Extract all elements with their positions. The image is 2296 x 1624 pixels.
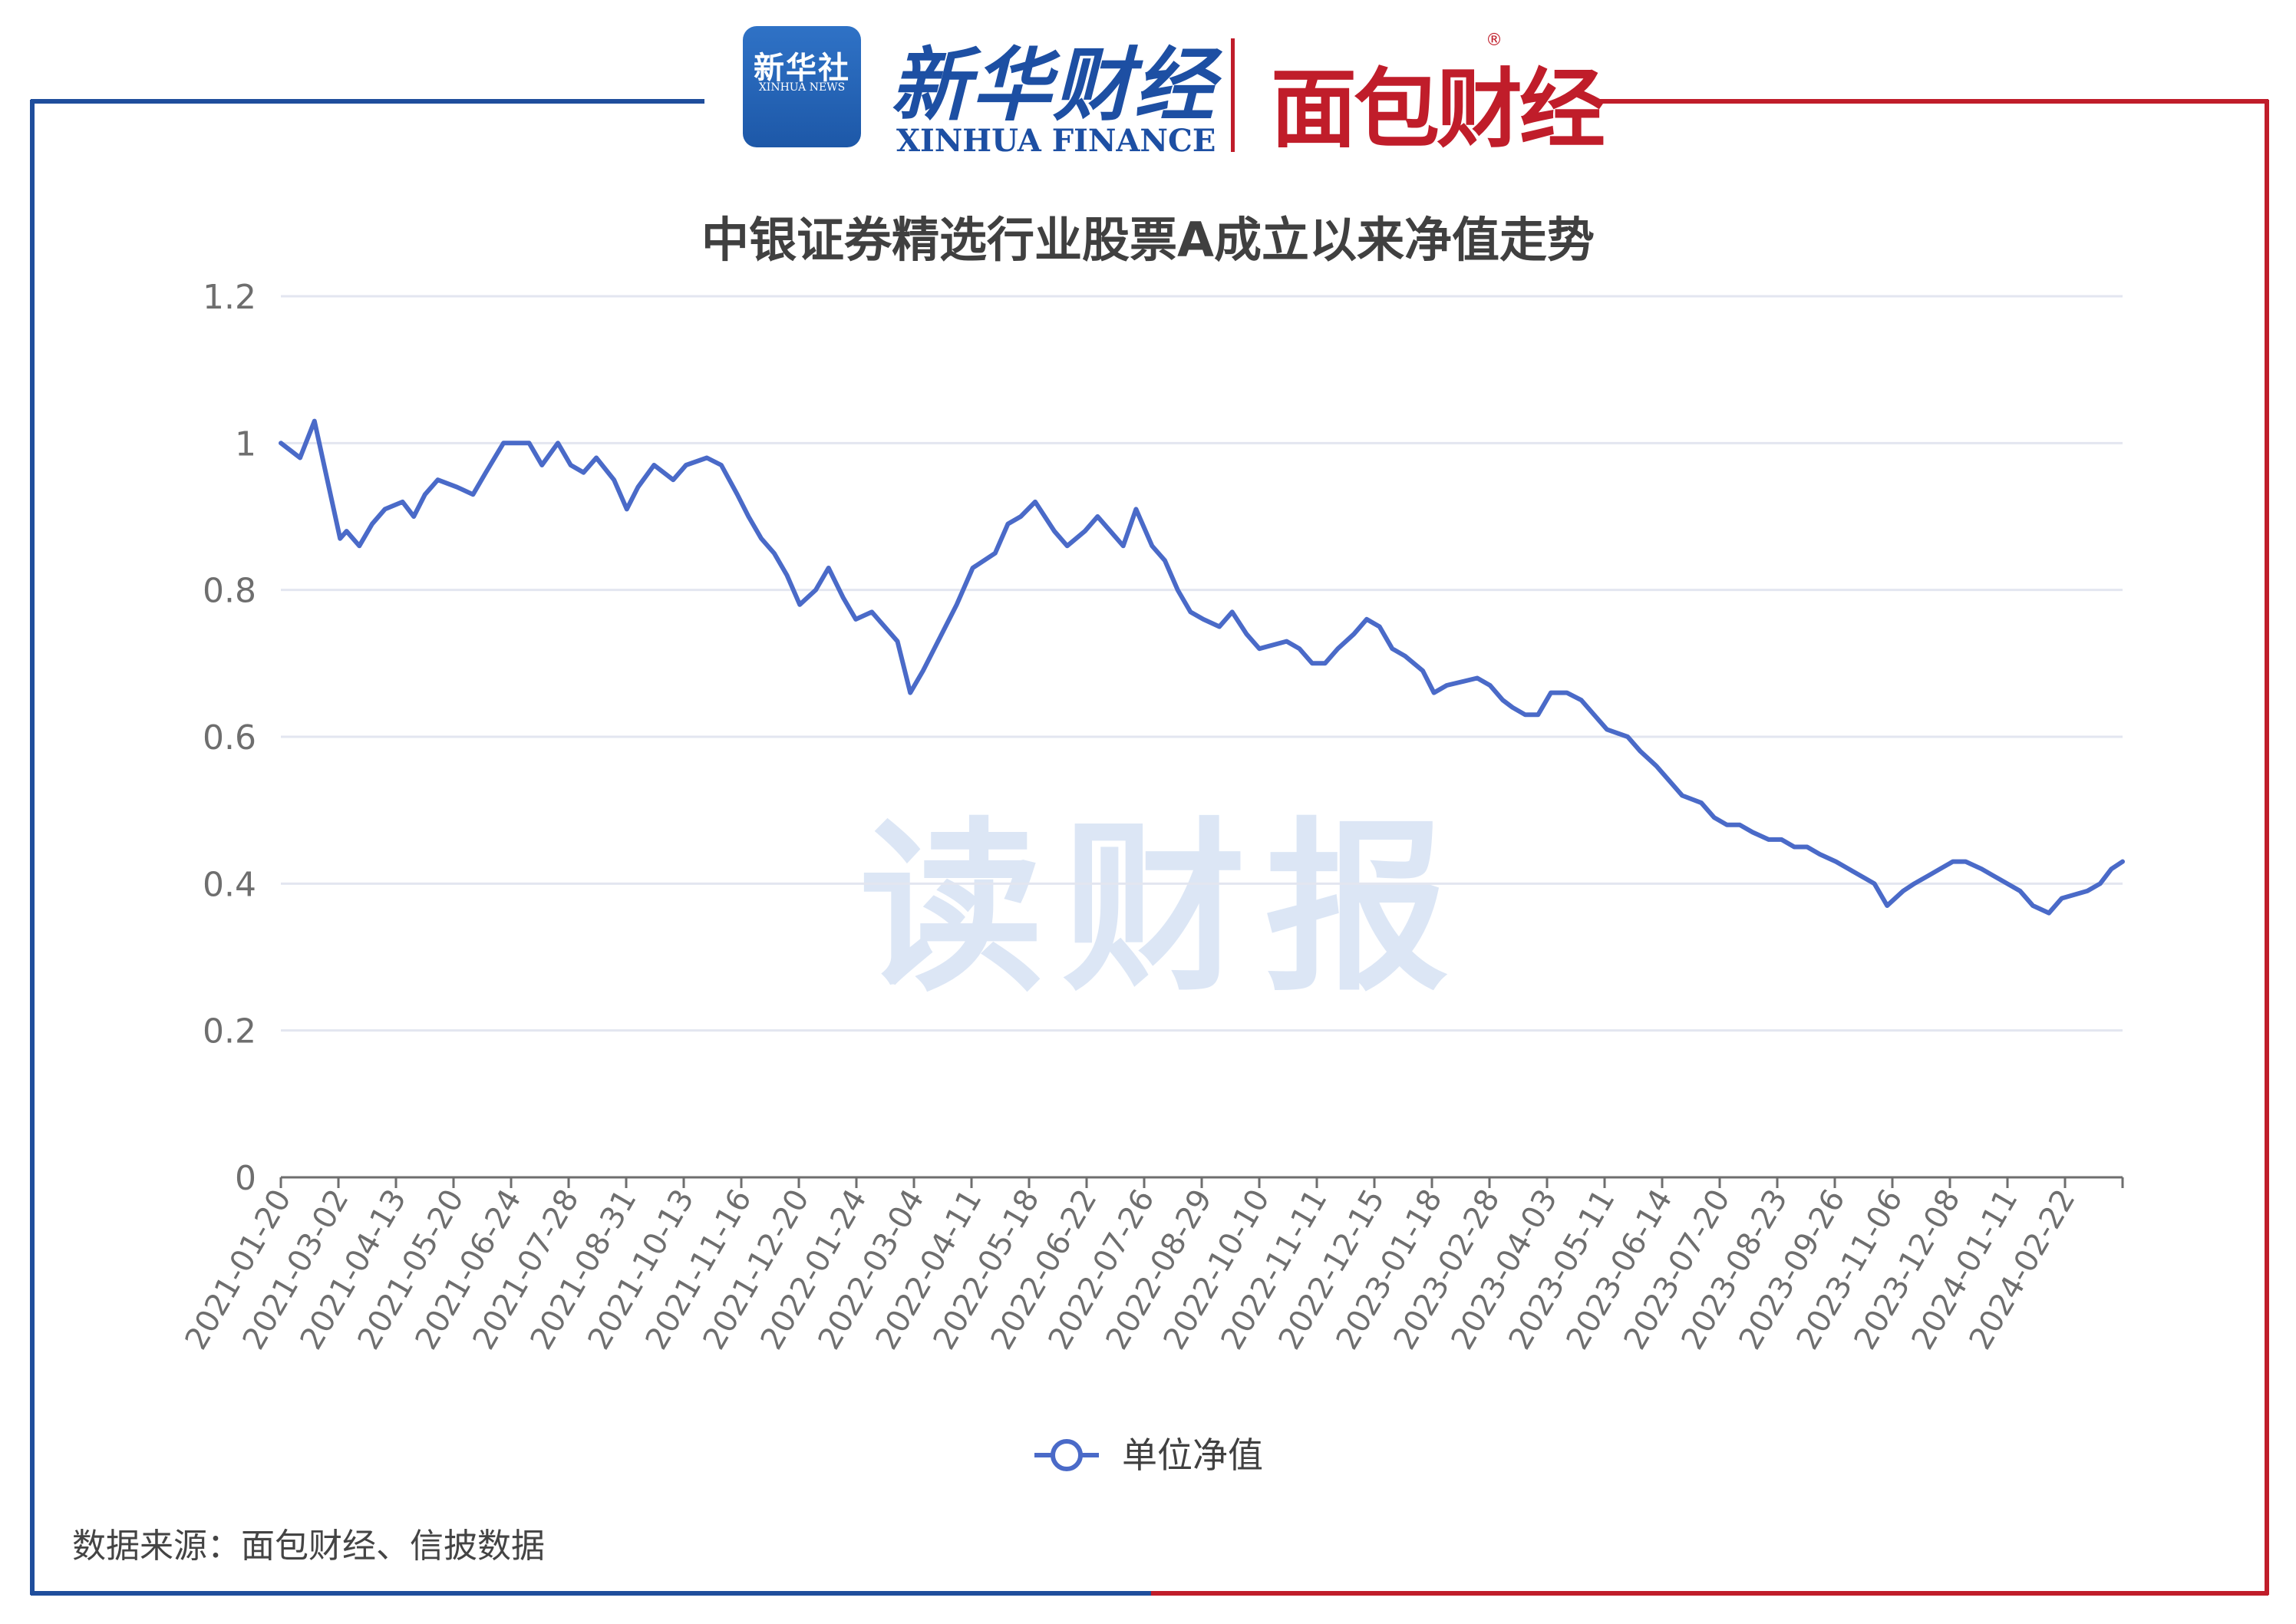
logo-divider bbox=[1231, 38, 1235, 152]
grid-lines bbox=[281, 295, 2123, 1032]
xinhua-finance-logo-cn: 新华财经 bbox=[890, 38, 1216, 132]
xinhua-finance-logo-en: XINHUA FINANCE bbox=[896, 123, 1216, 159]
xinhua-finance-logo: 新华财经 XINHUA FINANCE bbox=[890, 15, 1216, 159]
x-axis: 2021-01-202021-03-022021-04-132021-05-20… bbox=[179, 1176, 2124, 1355]
y-tick-label: 0.2 bbox=[203, 1012, 256, 1051]
xinhua-news-logo-en: XINHUA NEWS bbox=[758, 81, 846, 94]
watermark: 读财报 bbox=[859, 801, 1468, 1016]
y-tick-label: 0 bbox=[235, 1159, 256, 1198]
legend-label: 单位净值 bbox=[1122, 1434, 1263, 1476]
chart-title: 中银证券精选行业股票A成立以来净值走势 bbox=[701, 212, 1595, 268]
registered-mark: ® bbox=[1486, 31, 1503, 50]
series-line-nav bbox=[279, 418, 2125, 916]
legend[interactable]: 单位净值 bbox=[1034, 1434, 1263, 1476]
xinhua-news-logo: 新华社 XINHUA NEWS bbox=[743, 26, 861, 147]
y-axis-ticks: 0 0.2 0.4 0.6 0.8 1 1.2 bbox=[203, 278, 256, 1198]
legend-marker-circle bbox=[1051, 1439, 1083, 1471]
y-tick-label: 1.2 bbox=[203, 278, 256, 317]
y-tick-label: 0.8 bbox=[203, 572, 256, 611]
mianbao-caijing-logo: 面包财经 bbox=[1271, 60, 1605, 160]
xinhua-news-logo-cn: 新华社 bbox=[754, 51, 850, 86]
y-tick-label: 0.4 bbox=[203, 865, 256, 904]
series-layer bbox=[279, 418, 2125, 916]
y-tick-label: 0.6 bbox=[203, 718, 256, 758]
y-tick-label: 1 bbox=[235, 424, 256, 464]
data-source-note: 数据来源：面包财经、信披数据 bbox=[72, 1527, 545, 1566]
